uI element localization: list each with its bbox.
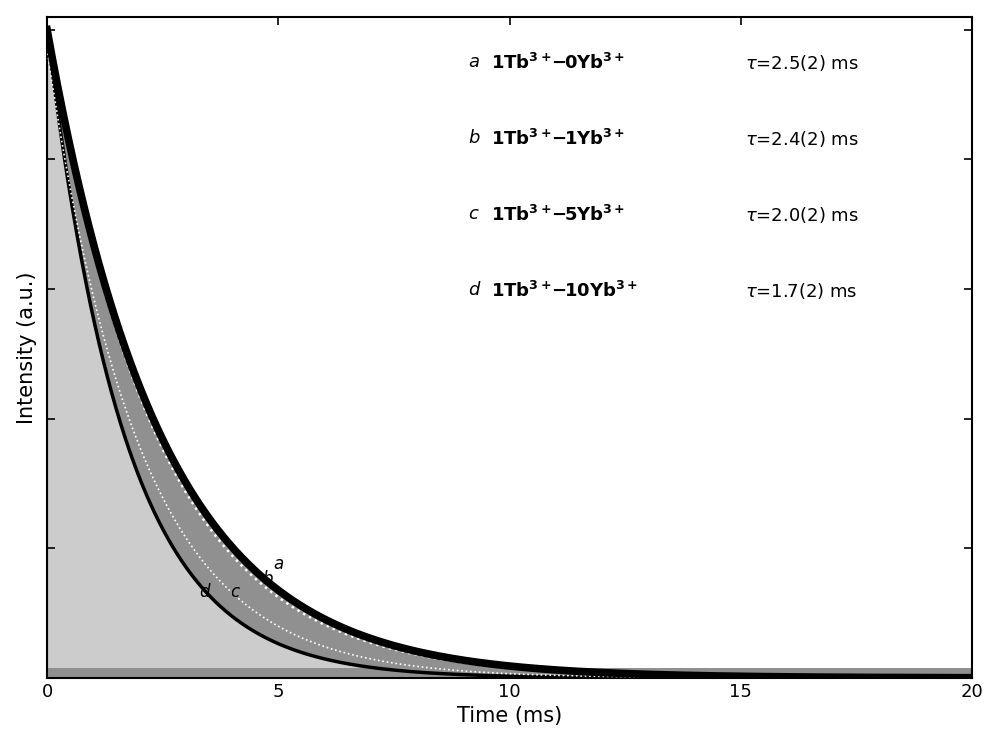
Text: $\tau$=2.0(2) ms: $\tau$=2.0(2) ms bbox=[745, 205, 859, 225]
Text: d: d bbox=[468, 281, 479, 299]
Y-axis label: Intensity (a.u.): Intensity (a.u.) bbox=[17, 271, 37, 424]
Text: $\mathbf{1Tb^{3+}\!\!-\!\!1Yb^{3+}}$: $\mathbf{1Tb^{3+}\!\!-\!\!1Yb^{3+}}$ bbox=[491, 129, 625, 149]
Text: $\tau$=1.7(2) ms: $\tau$=1.7(2) ms bbox=[745, 281, 858, 301]
Text: $\mathbf{1Tb^{3+}\!\!-\!\!10Yb^{3+}}$: $\mathbf{1Tb^{3+}\!\!-\!\!10Yb^{3+}}$ bbox=[491, 281, 638, 301]
X-axis label: Time (ms): Time (ms) bbox=[457, 707, 562, 727]
Text: c: c bbox=[230, 583, 239, 600]
Text: $\tau$=2.5(2) ms: $\tau$=2.5(2) ms bbox=[745, 53, 859, 73]
Text: c: c bbox=[468, 205, 478, 223]
Text: $\mathbf{1Tb^{3+}\!\!-\!\!0Yb^{3+}}$: $\mathbf{1Tb^{3+}\!\!-\!\!0Yb^{3+}}$ bbox=[491, 53, 625, 73]
Text: $\tau$=2.4(2) ms: $\tau$=2.4(2) ms bbox=[745, 129, 859, 149]
Text: $\mathbf{1Tb^{3+}\!\!-\!\!5Yb^{3+}}$: $\mathbf{1Tb^{3+}\!\!-\!\!5Yb^{3+}}$ bbox=[491, 205, 625, 225]
Text: b: b bbox=[468, 129, 479, 147]
Text: b: b bbox=[262, 570, 273, 588]
Text: a: a bbox=[468, 53, 479, 71]
Text: d: d bbox=[200, 583, 210, 600]
Text: a: a bbox=[274, 555, 284, 574]
